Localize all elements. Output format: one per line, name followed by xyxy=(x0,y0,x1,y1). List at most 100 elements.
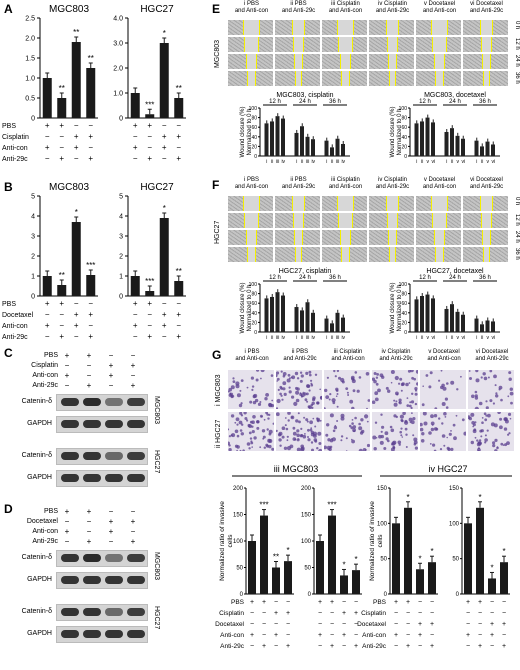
blot-label: Catenin-δ xyxy=(21,608,52,615)
stained-cell xyxy=(282,387,286,391)
wound-micrograph xyxy=(369,196,414,211)
protein-band xyxy=(127,608,145,616)
stained-cell xyxy=(375,376,379,379)
stained-cell xyxy=(256,426,260,430)
stained-cell xyxy=(413,437,418,442)
wound-gap xyxy=(480,20,493,35)
y-tick-label: 20 xyxy=(251,320,257,326)
y-tick-label: 5 xyxy=(119,194,123,201)
condition-sign: + xyxy=(502,643,506,650)
condition-sign: + xyxy=(130,517,136,526)
condition-sign: + xyxy=(176,132,181,141)
group-title: 24 h xyxy=(299,275,311,281)
condition-sign: + xyxy=(130,381,136,390)
stained-cell xyxy=(309,420,313,425)
stained-cell xyxy=(385,386,389,390)
stained-cell xyxy=(278,438,282,442)
wound-gap xyxy=(430,20,449,35)
y-tick-label: 4.0 xyxy=(113,16,123,23)
condition-label: Anti-con xyxy=(32,528,58,535)
stained-cell xyxy=(294,438,297,441)
stained-cell xyxy=(365,372,370,376)
condition-sign: − xyxy=(478,632,482,639)
stained-cell xyxy=(414,387,418,391)
stained-cell xyxy=(423,421,428,426)
condition-sign: − xyxy=(250,610,254,617)
condition-sign: − xyxy=(394,621,398,628)
bar xyxy=(340,575,348,594)
stained-cell xyxy=(287,419,290,422)
protein-band xyxy=(105,576,123,584)
bar xyxy=(311,139,315,156)
stained-cell xyxy=(306,420,309,423)
bar xyxy=(264,298,269,332)
wound-micrograph xyxy=(228,230,273,245)
condition-sign: + xyxy=(274,632,278,639)
wound-gap xyxy=(293,213,304,228)
column-header: iii Cisplatin and Anti-con xyxy=(328,177,363,190)
blot-label: Catenin-δ xyxy=(21,452,52,459)
stained-cell xyxy=(351,439,355,444)
group-title: 24 h xyxy=(449,99,461,105)
stained-cell xyxy=(316,401,320,405)
wound-gap xyxy=(432,213,447,228)
condition-sign: + xyxy=(108,527,114,536)
stained-cell xyxy=(263,446,266,449)
stained-cell xyxy=(398,398,402,402)
wound-micrograph xyxy=(275,213,320,228)
stained-cell xyxy=(280,394,283,397)
x-tick-label: iv xyxy=(311,159,315,165)
condition-sign: + xyxy=(162,321,167,330)
stained-cell xyxy=(393,402,398,407)
wound-micrograph xyxy=(275,196,320,211)
y-tick-label: 150 xyxy=(377,486,388,492)
stained-cell xyxy=(438,417,441,420)
condition-sign: − xyxy=(394,610,398,617)
bar xyxy=(42,78,52,118)
condition-label: Anti-29c xyxy=(2,156,28,163)
stained-cell xyxy=(443,444,446,447)
condition-sign: + xyxy=(86,537,92,546)
y-tick-label: 1.0 xyxy=(25,76,35,83)
stained-cell xyxy=(484,438,488,442)
group-title: 36 h xyxy=(479,99,491,105)
stained-cell xyxy=(263,418,266,421)
condition-sign: + xyxy=(59,154,64,163)
y-tick-label: 2.0 xyxy=(25,36,35,43)
stained-cell xyxy=(422,412,427,416)
stained-cell xyxy=(431,424,434,426)
stained-cell xyxy=(277,388,280,391)
condition-sign: − xyxy=(133,332,138,341)
stained-cell xyxy=(336,370,340,373)
wound-gap xyxy=(388,54,397,69)
condition-sign: + xyxy=(74,321,79,330)
stained-cells xyxy=(468,412,512,451)
stained-cell xyxy=(313,434,317,438)
wound-gap xyxy=(388,71,396,86)
stained-cell xyxy=(471,394,475,399)
stained-cell xyxy=(234,429,239,434)
stained-cell xyxy=(474,390,478,394)
wound-gap xyxy=(242,196,261,211)
bar xyxy=(57,285,67,296)
stained-cell xyxy=(496,446,499,450)
wound-gap xyxy=(433,54,446,69)
wound-micrograph xyxy=(416,213,461,228)
y-axis-label: Normalized ratio of invasive xyxy=(369,501,376,581)
stained-cell xyxy=(508,377,512,381)
stained-cell xyxy=(332,429,336,433)
condition-sign: − xyxy=(176,299,181,308)
stained-cell xyxy=(372,435,377,440)
stained-cells xyxy=(228,370,274,408)
wound-micrograph xyxy=(322,54,367,69)
condition-sign: − xyxy=(45,154,50,163)
stained-cell xyxy=(367,399,370,402)
stained-cell xyxy=(433,427,438,431)
stained-cell xyxy=(240,379,244,382)
significance-stars: * xyxy=(342,560,345,569)
stained-cell xyxy=(262,437,265,440)
stained-cell xyxy=(284,417,287,419)
invasion-micrograph xyxy=(228,370,274,409)
condition-sign: − xyxy=(466,621,470,628)
condition-sign: − xyxy=(330,610,334,617)
